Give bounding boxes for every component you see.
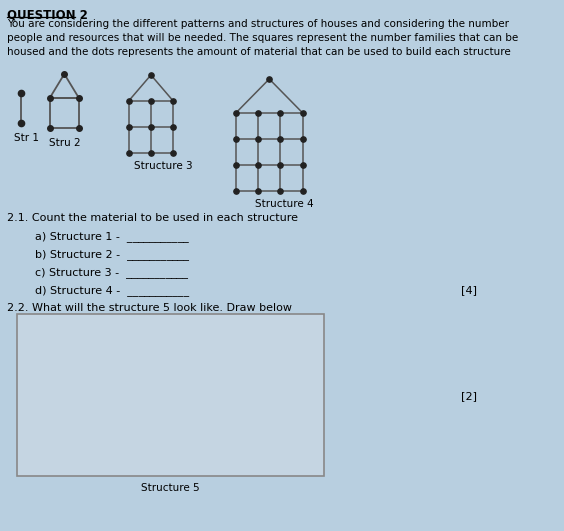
Text: Stru 2: Stru 2 — [49, 138, 81, 148]
Text: 2.1. Count the material to be used in each structure: 2.1. Count the material to be used in ea… — [7, 213, 298, 223]
Text: b) Structure 2 -  ___________: b) Structure 2 - ___________ — [7, 249, 189, 260]
Bar — [17, 314, 324, 476]
Text: d) Structure 4 -  ___________: d) Structure 4 - ___________ — [7, 285, 189, 296]
Text: Structure 4: Structure 4 — [255, 199, 314, 209]
Text: Structure 3: Structure 3 — [134, 161, 192, 171]
Text: a) Structure 1 -  ___________: a) Structure 1 - ___________ — [7, 231, 188, 242]
Text: 2.2. What will the structure 5 look like. Draw below: 2.2. What will the structure 5 look like… — [7, 303, 292, 313]
Text: Structure 5: Structure 5 — [142, 483, 200, 493]
Text: You are considering the different patterns and structures of houses and consider: You are considering the different patter… — [7, 19, 518, 57]
Text: QUESTION 2: QUESTION 2 — [7, 9, 88, 22]
Text: Str 1: Str 1 — [14, 133, 39, 143]
Text: c) Structure 3 -  ___________: c) Structure 3 - ___________ — [7, 267, 188, 278]
Text: [4]: [4] — [461, 285, 477, 295]
Text: [2]: [2] — [461, 391, 477, 401]
